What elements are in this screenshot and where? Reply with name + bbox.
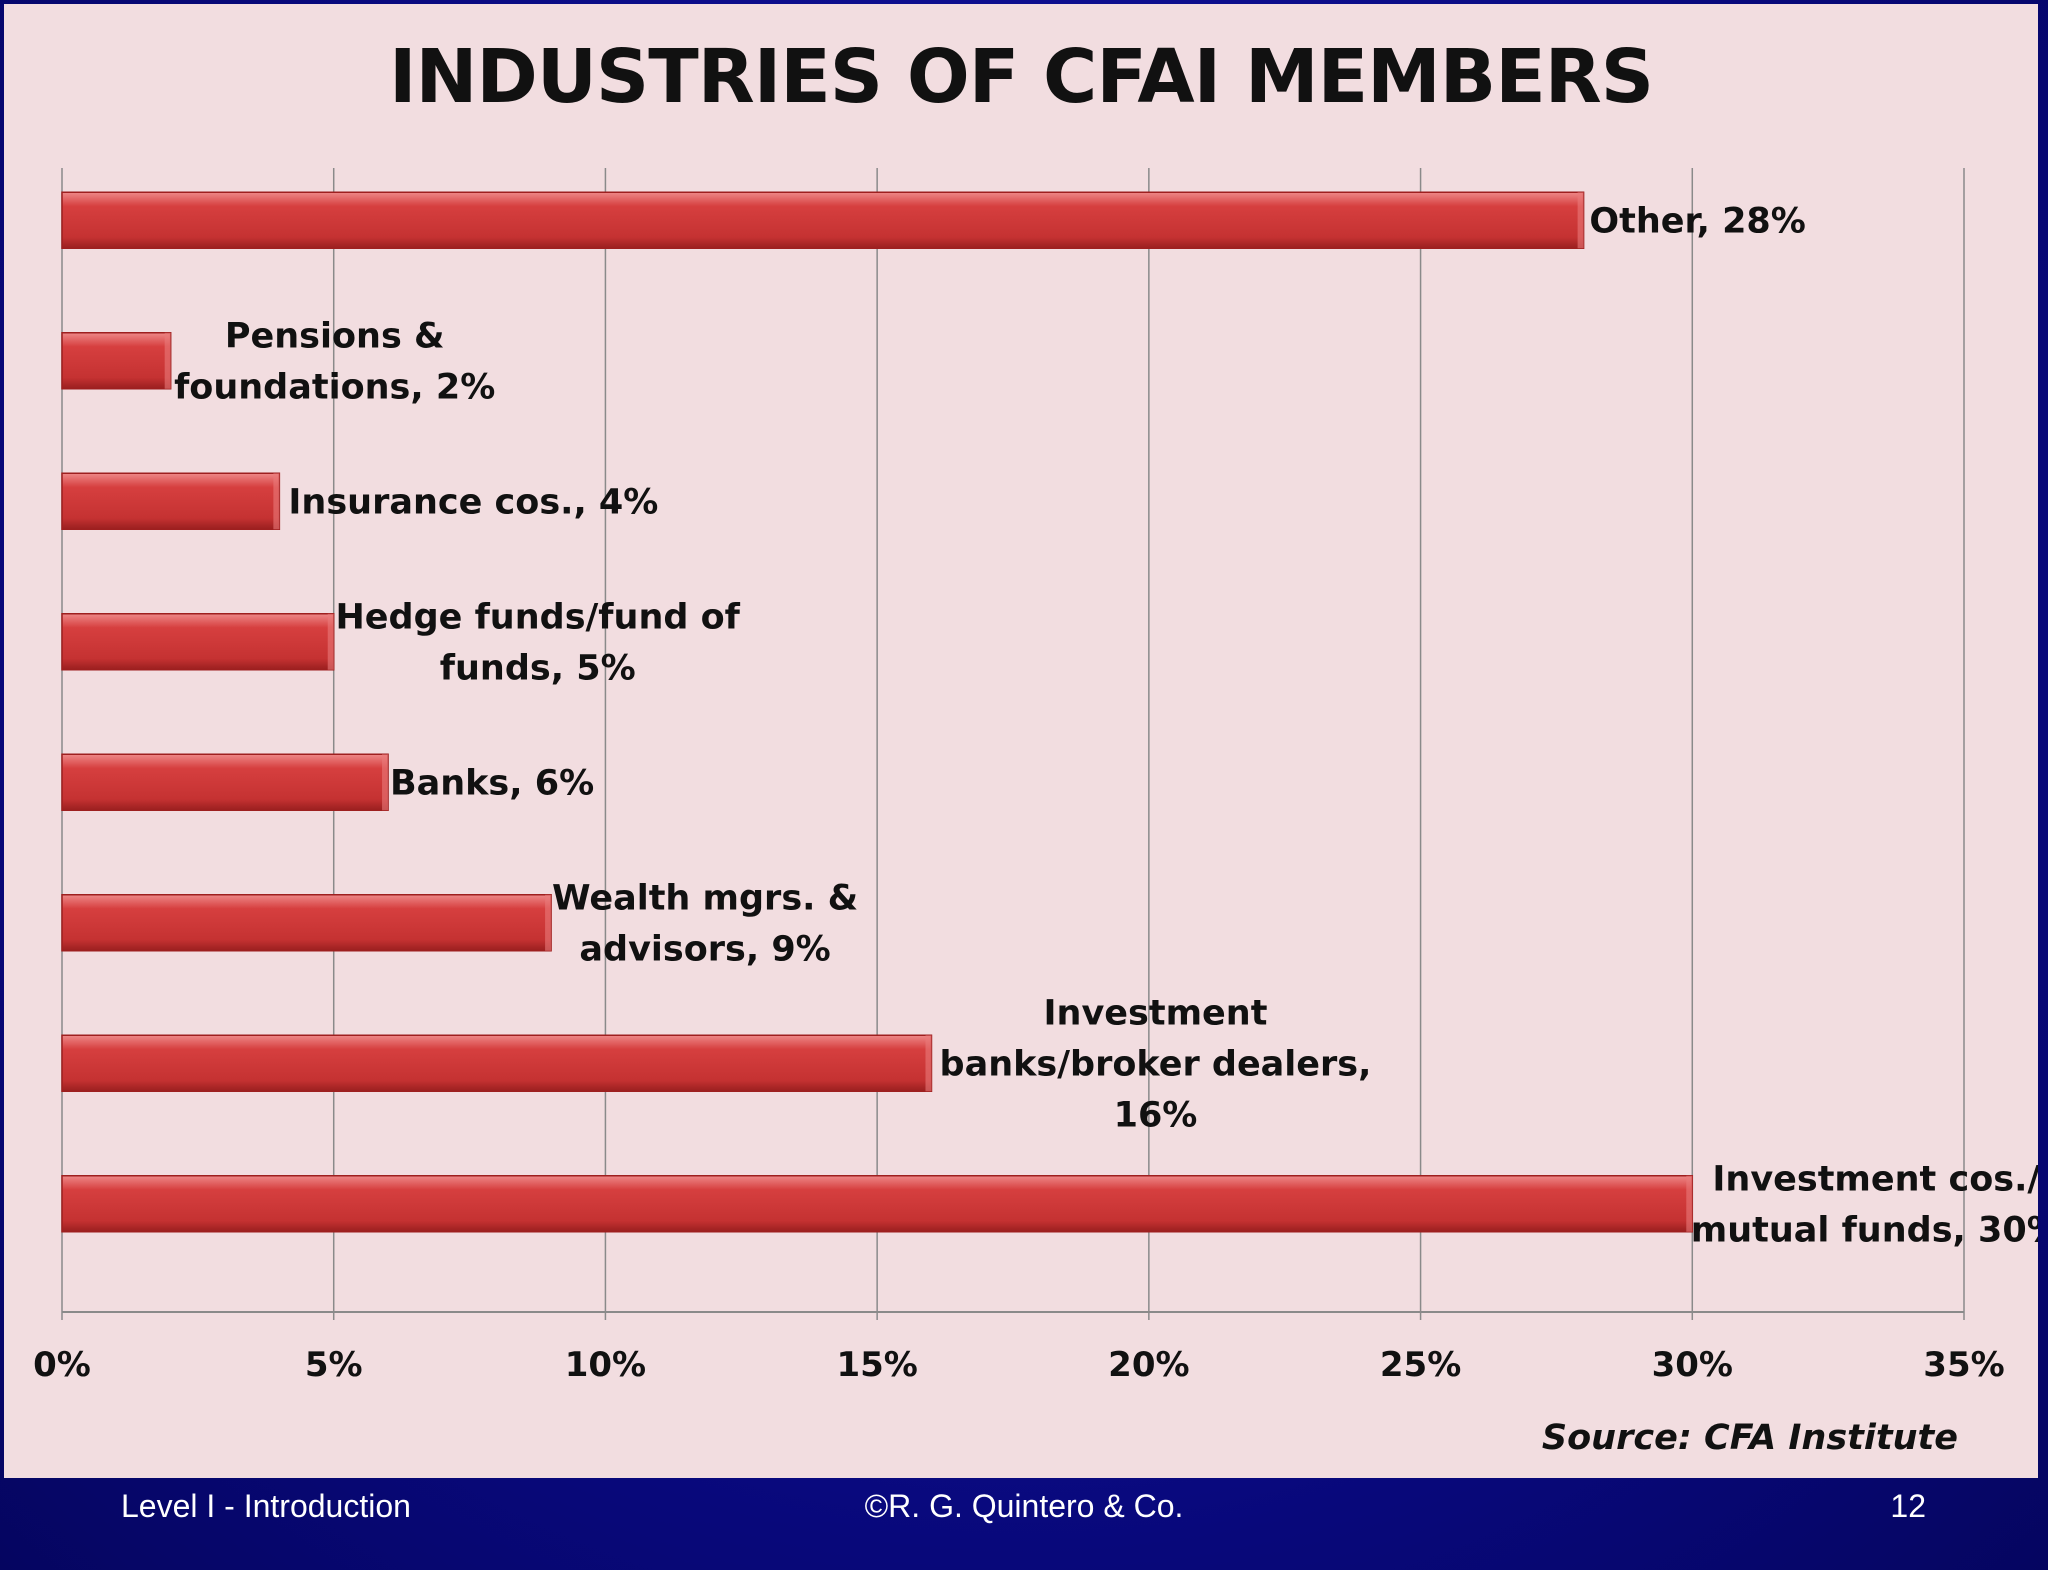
- data-label: Insurance cos., 4%: [288, 482, 658, 522]
- bar-end-cap: [327, 613, 334, 670]
- data-label-line: Investment cos./: [1712, 1159, 2038, 1199]
- bar-4: [61, 753, 389, 811]
- bar-2: [61, 472, 281, 530]
- data-label-line: banks/broker dealers,: [940, 1044, 1372, 1084]
- data-label-line: foundations, 2%: [174, 367, 495, 407]
- bar-3: [61, 613, 335, 671]
- data-label-line: Wealth mgrs. &: [552, 878, 858, 918]
- bar-end-cap: [273, 473, 280, 530]
- bar-end-cap: [1686, 1175, 1693, 1232]
- chart-title: INDUSTRIES OF CFAI MEMBERS: [388, 34, 1654, 120]
- x-tick-label: 35%: [1923, 1345, 2004, 1385]
- bar-end-cap: [925, 1035, 932, 1092]
- footer-copyright: ©R. G. Quintero & Co.: [864, 1488, 1184, 1524]
- x-tick-label: 15%: [836, 1345, 917, 1385]
- data-label-line: Other, 28%: [1589, 201, 1806, 241]
- bar-rect: [61, 472, 281, 530]
- source-note: Source: CFA Institute: [1541, 1418, 1958, 1458]
- bar-6: [61, 1034, 933, 1092]
- data-label: Hedge funds/fund of funds, 5%: [336, 597, 741, 688]
- x-tick-label: 0%: [33, 1345, 91, 1385]
- bar-end-cap: [382, 754, 389, 811]
- bar-7: [61, 1175, 1694, 1233]
- data-label-line: funds, 5%: [440, 648, 636, 688]
- bar-rect: [61, 753, 389, 811]
- data-label-line: Investment: [1044, 993, 1268, 1033]
- chart-panel: INDUSTRIES OF CFAI MEMBERS Other, 28% Pen…: [4, 4, 2038, 1478]
- x-tick-label: 20%: [1108, 1345, 1189, 1385]
- bar-0: [61, 191, 1585, 249]
- bar-end-cap: [164, 332, 171, 389]
- bar-rect: [61, 332, 172, 390]
- data-label-line: mutual funds, 30%: [1691, 1210, 2038, 1250]
- bar-5: [61, 894, 552, 952]
- x-tick-label: 5%: [305, 1345, 363, 1385]
- data-label: Investment banks/broker dealers, 16%: [940, 993, 1372, 1135]
- data-label: Wealth mgrs. & advisors, 9%: [552, 878, 858, 969]
- data-label-line: Insurance cos., 4%: [288, 482, 658, 522]
- bar-rect: [61, 191, 1585, 249]
- bar-rect: [61, 894, 552, 952]
- data-label: Investment cos./ mutual funds, 30%: [1691, 1159, 2038, 1250]
- data-label-line: 16%: [1114, 1095, 1198, 1135]
- bar-rect: [61, 613, 335, 671]
- data-label: Banks, 6%: [390, 763, 594, 803]
- data-label-line: Pensions &: [225, 316, 445, 356]
- bar-rect: [61, 1175, 1694, 1233]
- bar-end-cap: [545, 894, 552, 951]
- bar-1: [61, 332, 172, 390]
- bar-rect: [61, 1034, 933, 1092]
- data-label: Pensions & foundations, 2%: [174, 316, 495, 407]
- data-label: Other, 28%: [1589, 201, 1806, 241]
- data-label-line: Hedge funds/fund of: [336, 597, 741, 637]
- x-tick-label: 10%: [565, 1345, 646, 1385]
- bar-chart: Other, 28% Pensions & foundations, 2% Insur…: [33, 168, 2038, 1385]
- data-label-line: advisors, 9%: [579, 929, 830, 969]
- bar-end-cap: [1577, 192, 1584, 249]
- footer-course-label: Level I - Introduction: [121, 1488, 411, 1524]
- footer-page-number: 12: [1890, 1488, 1926, 1524]
- x-tick-label: 30%: [1652, 1345, 1733, 1385]
- x-tick-label: 25%: [1380, 1345, 1461, 1385]
- data-label-line: Banks, 6%: [390, 763, 594, 803]
